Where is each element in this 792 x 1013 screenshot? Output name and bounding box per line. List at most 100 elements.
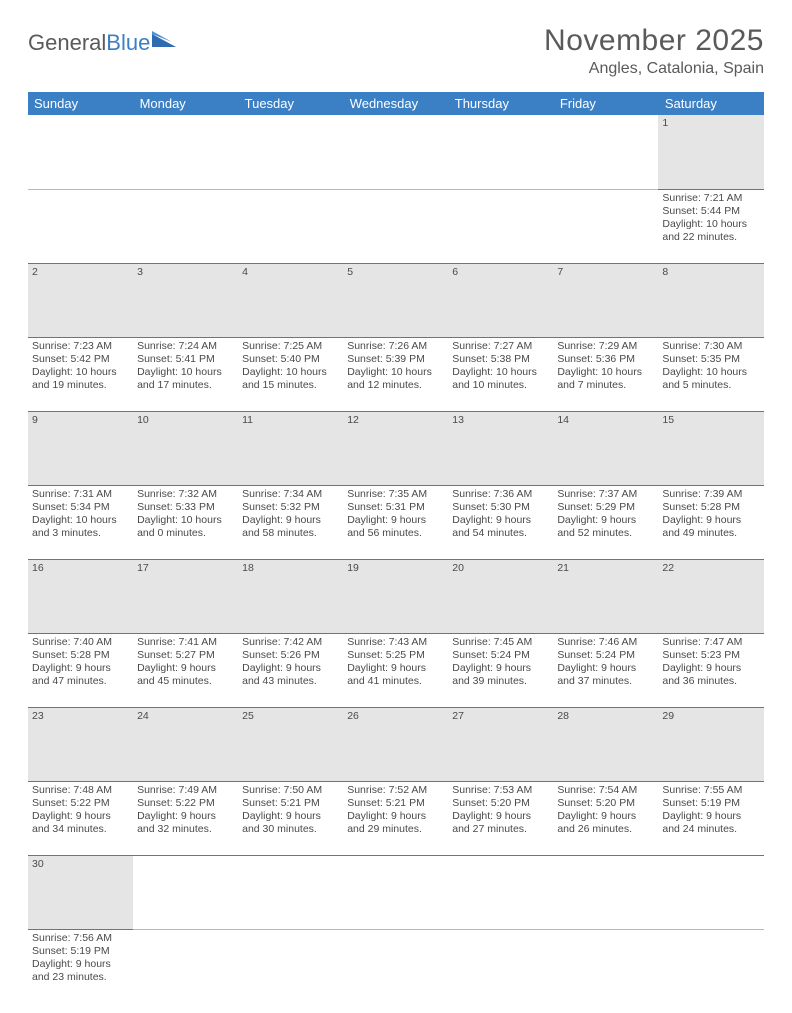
calendar-page: GeneralBlue November 2025 Angles, Catalo… bbox=[0, 0, 792, 1013]
day-cell bbox=[133, 189, 238, 263]
sunset-line: Sunset: 5:44 PM bbox=[662, 205, 759, 218]
daylight-line: Daylight: 10 hours and 0 minutes. bbox=[137, 514, 234, 540]
day-number-cell: 25 bbox=[238, 707, 343, 781]
sunset-line: Sunset: 5:19 PM bbox=[32, 945, 129, 958]
sunrise-line: Sunrise: 7:34 AM bbox=[242, 488, 339, 501]
day-number-cell: 20 bbox=[448, 559, 553, 633]
day-cell bbox=[238, 189, 343, 263]
sunset-line: Sunset: 5:35 PM bbox=[662, 353, 759, 366]
flag-icon bbox=[152, 31, 178, 49]
day-details: Sunrise: 7:43 AMSunset: 5:25 PMDaylight:… bbox=[347, 636, 444, 689]
weekday-header: Tuesday bbox=[238, 92, 343, 115]
sunrise-line: Sunrise: 7:52 AM bbox=[347, 784, 444, 797]
day-cell bbox=[133, 929, 238, 1003]
day-cell bbox=[553, 929, 658, 1003]
weekday-header-row: SundayMondayTuesdayWednesdayThursdayFrid… bbox=[28, 92, 764, 115]
daylight-line: Daylight: 9 hours and 54 minutes. bbox=[452, 514, 549, 540]
daylight-line: Daylight: 10 hours and 22 minutes. bbox=[662, 218, 759, 244]
day-details: Sunrise: 7:56 AMSunset: 5:19 PMDaylight:… bbox=[32, 932, 129, 985]
day-details: Sunrise: 7:42 AMSunset: 5:26 PMDaylight:… bbox=[242, 636, 339, 689]
day-number-cell: 7 bbox=[553, 263, 658, 337]
sunset-line: Sunset: 5:34 PM bbox=[32, 501, 129, 514]
day-number-cell bbox=[448, 115, 553, 189]
sunset-line: Sunset: 5:24 PM bbox=[452, 649, 549, 662]
weekday-header: Monday bbox=[133, 92, 238, 115]
day-cell: Sunrise: 7:24 AMSunset: 5:41 PMDaylight:… bbox=[133, 337, 238, 411]
day-number-cell: 17 bbox=[133, 559, 238, 633]
sunrise-line: Sunrise: 7:26 AM bbox=[347, 340, 444, 353]
logo-text-2: Blue bbox=[106, 30, 150, 56]
weekday-header: Thursday bbox=[448, 92, 553, 115]
day-cell: Sunrise: 7:45 AMSunset: 5:24 PMDaylight:… bbox=[448, 633, 553, 707]
day-number-cell: 12 bbox=[343, 411, 448, 485]
day-details: Sunrise: 7:50 AMSunset: 5:21 PMDaylight:… bbox=[242, 784, 339, 837]
sunrise-line: Sunrise: 7:53 AM bbox=[452, 784, 549, 797]
day-details: Sunrise: 7:23 AMSunset: 5:42 PMDaylight:… bbox=[32, 340, 129, 393]
month-title: November 2025 bbox=[544, 24, 764, 58]
sunrise-line: Sunrise: 7:43 AM bbox=[347, 636, 444, 649]
day-details: Sunrise: 7:36 AMSunset: 5:30 PMDaylight:… bbox=[452, 488, 549, 541]
day-details: Sunrise: 7:52 AMSunset: 5:21 PMDaylight:… bbox=[347, 784, 444, 837]
daylight-line: Daylight: 9 hours and 29 minutes. bbox=[347, 810, 444, 836]
day-details: Sunrise: 7:39 AMSunset: 5:28 PMDaylight:… bbox=[662, 488, 759, 541]
daylight-line: Daylight: 9 hours and 24 minutes. bbox=[662, 810, 759, 836]
sunrise-line: Sunrise: 7:24 AM bbox=[137, 340, 234, 353]
day-details: Sunrise: 7:34 AMSunset: 5:32 PMDaylight:… bbox=[242, 488, 339, 541]
day-number-cell: 3 bbox=[133, 263, 238, 337]
sunrise-line: Sunrise: 7:50 AM bbox=[242, 784, 339, 797]
sunset-line: Sunset: 5:30 PM bbox=[452, 501, 549, 514]
day-number-cell bbox=[133, 855, 238, 929]
day-number-cell bbox=[343, 115, 448, 189]
sunset-line: Sunset: 5:28 PM bbox=[32, 649, 129, 662]
day-details: Sunrise: 7:37 AMSunset: 5:29 PMDaylight:… bbox=[557, 488, 654, 541]
day-details: Sunrise: 7:24 AMSunset: 5:41 PMDaylight:… bbox=[137, 340, 234, 393]
day-number-cell bbox=[553, 855, 658, 929]
day-number-cell: 29 bbox=[658, 707, 763, 781]
sunset-line: Sunset: 5:33 PM bbox=[137, 501, 234, 514]
sunset-line: Sunset: 5:27 PM bbox=[137, 649, 234, 662]
day-cell bbox=[28, 189, 133, 263]
day-number-cell: 18 bbox=[238, 559, 343, 633]
day-cell bbox=[448, 189, 553, 263]
day-number-cell: 8 bbox=[658, 263, 763, 337]
day-cell: Sunrise: 7:55 AMSunset: 5:19 PMDaylight:… bbox=[658, 781, 763, 855]
day-number-cell bbox=[238, 115, 343, 189]
day-number-cell: 28 bbox=[553, 707, 658, 781]
daylight-line: Daylight: 9 hours and 39 minutes. bbox=[452, 662, 549, 688]
sunrise-line: Sunrise: 7:30 AM bbox=[662, 340, 759, 353]
day-cell: Sunrise: 7:42 AMSunset: 5:26 PMDaylight:… bbox=[238, 633, 343, 707]
daylight-line: Daylight: 10 hours and 12 minutes. bbox=[347, 366, 444, 392]
day-cell: Sunrise: 7:30 AMSunset: 5:35 PMDaylight:… bbox=[658, 337, 763, 411]
day-number-cell: 30 bbox=[28, 855, 133, 929]
sunset-line: Sunset: 5:23 PM bbox=[662, 649, 759, 662]
day-number-cell: 24 bbox=[133, 707, 238, 781]
daynum-row: 9101112131415 bbox=[28, 411, 764, 485]
day-cell: Sunrise: 7:40 AMSunset: 5:28 PMDaylight:… bbox=[28, 633, 133, 707]
day-details: Sunrise: 7:46 AMSunset: 5:24 PMDaylight:… bbox=[557, 636, 654, 689]
day-details: Sunrise: 7:26 AMSunset: 5:39 PMDaylight:… bbox=[347, 340, 444, 393]
day-cell: Sunrise: 7:56 AMSunset: 5:19 PMDaylight:… bbox=[28, 929, 133, 1003]
sunset-line: Sunset: 5:32 PM bbox=[242, 501, 339, 514]
day-cell: Sunrise: 7:52 AMSunset: 5:21 PMDaylight:… bbox=[343, 781, 448, 855]
sunset-line: Sunset: 5:29 PM bbox=[557, 501, 654, 514]
sunrise-line: Sunrise: 7:32 AM bbox=[137, 488, 234, 501]
daynum-row: 2345678 bbox=[28, 263, 764, 337]
sunrise-line: Sunrise: 7:36 AM bbox=[452, 488, 549, 501]
daylight-line: Daylight: 10 hours and 5 minutes. bbox=[662, 366, 759, 392]
sunset-line: Sunset: 5:22 PM bbox=[32, 797, 129, 810]
sunset-line: Sunset: 5:21 PM bbox=[242, 797, 339, 810]
day-number-cell bbox=[238, 855, 343, 929]
day-cell: Sunrise: 7:21 AMSunset: 5:44 PMDaylight:… bbox=[658, 189, 763, 263]
sunset-line: Sunset: 5:36 PM bbox=[557, 353, 654, 366]
sunrise-line: Sunrise: 7:41 AM bbox=[137, 636, 234, 649]
day-number-cell bbox=[133, 115, 238, 189]
day-number-cell bbox=[553, 115, 658, 189]
weekday-header: Saturday bbox=[658, 92, 763, 115]
day-number-cell: 22 bbox=[658, 559, 763, 633]
sunrise-line: Sunrise: 7:46 AM bbox=[557, 636, 654, 649]
day-cell: Sunrise: 7:35 AMSunset: 5:31 PMDaylight:… bbox=[343, 485, 448, 559]
daylight-line: Daylight: 10 hours and 3 minutes. bbox=[32, 514, 129, 540]
title-block: November 2025 Angles, Catalonia, Spain bbox=[544, 24, 764, 78]
day-number-cell: 13 bbox=[448, 411, 553, 485]
daylight-line: Daylight: 10 hours and 7 minutes. bbox=[557, 366, 654, 392]
